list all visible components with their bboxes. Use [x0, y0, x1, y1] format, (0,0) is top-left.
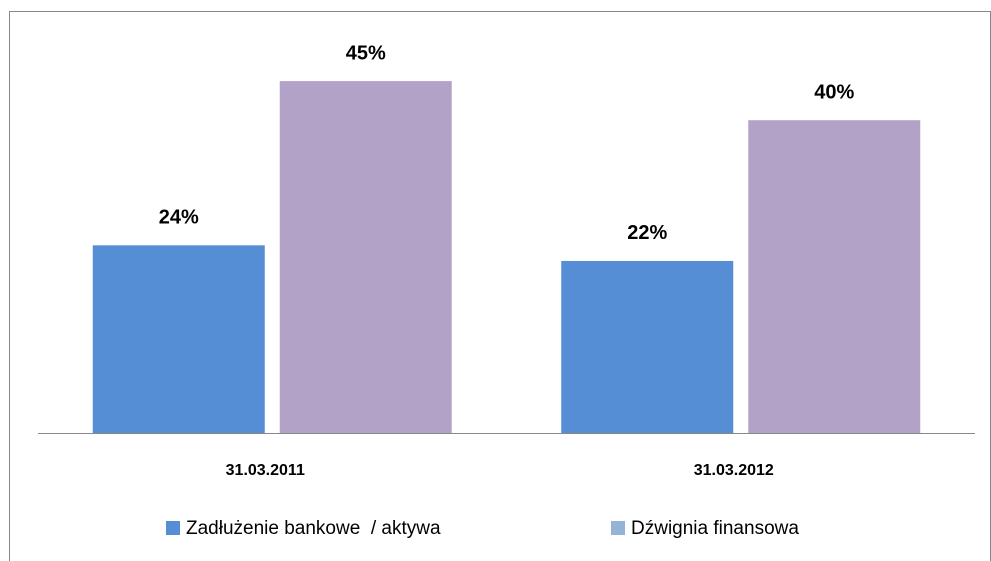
legend-label: Zadłużenie bankowe / aktywa — [186, 518, 441, 539]
data-label: 22% — [627, 222, 667, 244]
legend-swatch — [166, 521, 180, 535]
data-label: 24% — [159, 207, 199, 229]
legend-swatch — [611, 521, 625, 535]
x-tick-label: 31.03.2012 — [694, 462, 774, 479]
data-label: 40% — [814, 81, 854, 103]
bar — [748, 120, 921, 433]
bar — [561, 260, 734, 433]
data-label: 45% — [346, 42, 386, 64]
bar — [92, 245, 265, 433]
bar — [279, 81, 452, 433]
x-tick-label: 31.03.2011 — [226, 462, 305, 479]
legend-label: Dźwignia finansowa — [631, 518, 799, 539]
